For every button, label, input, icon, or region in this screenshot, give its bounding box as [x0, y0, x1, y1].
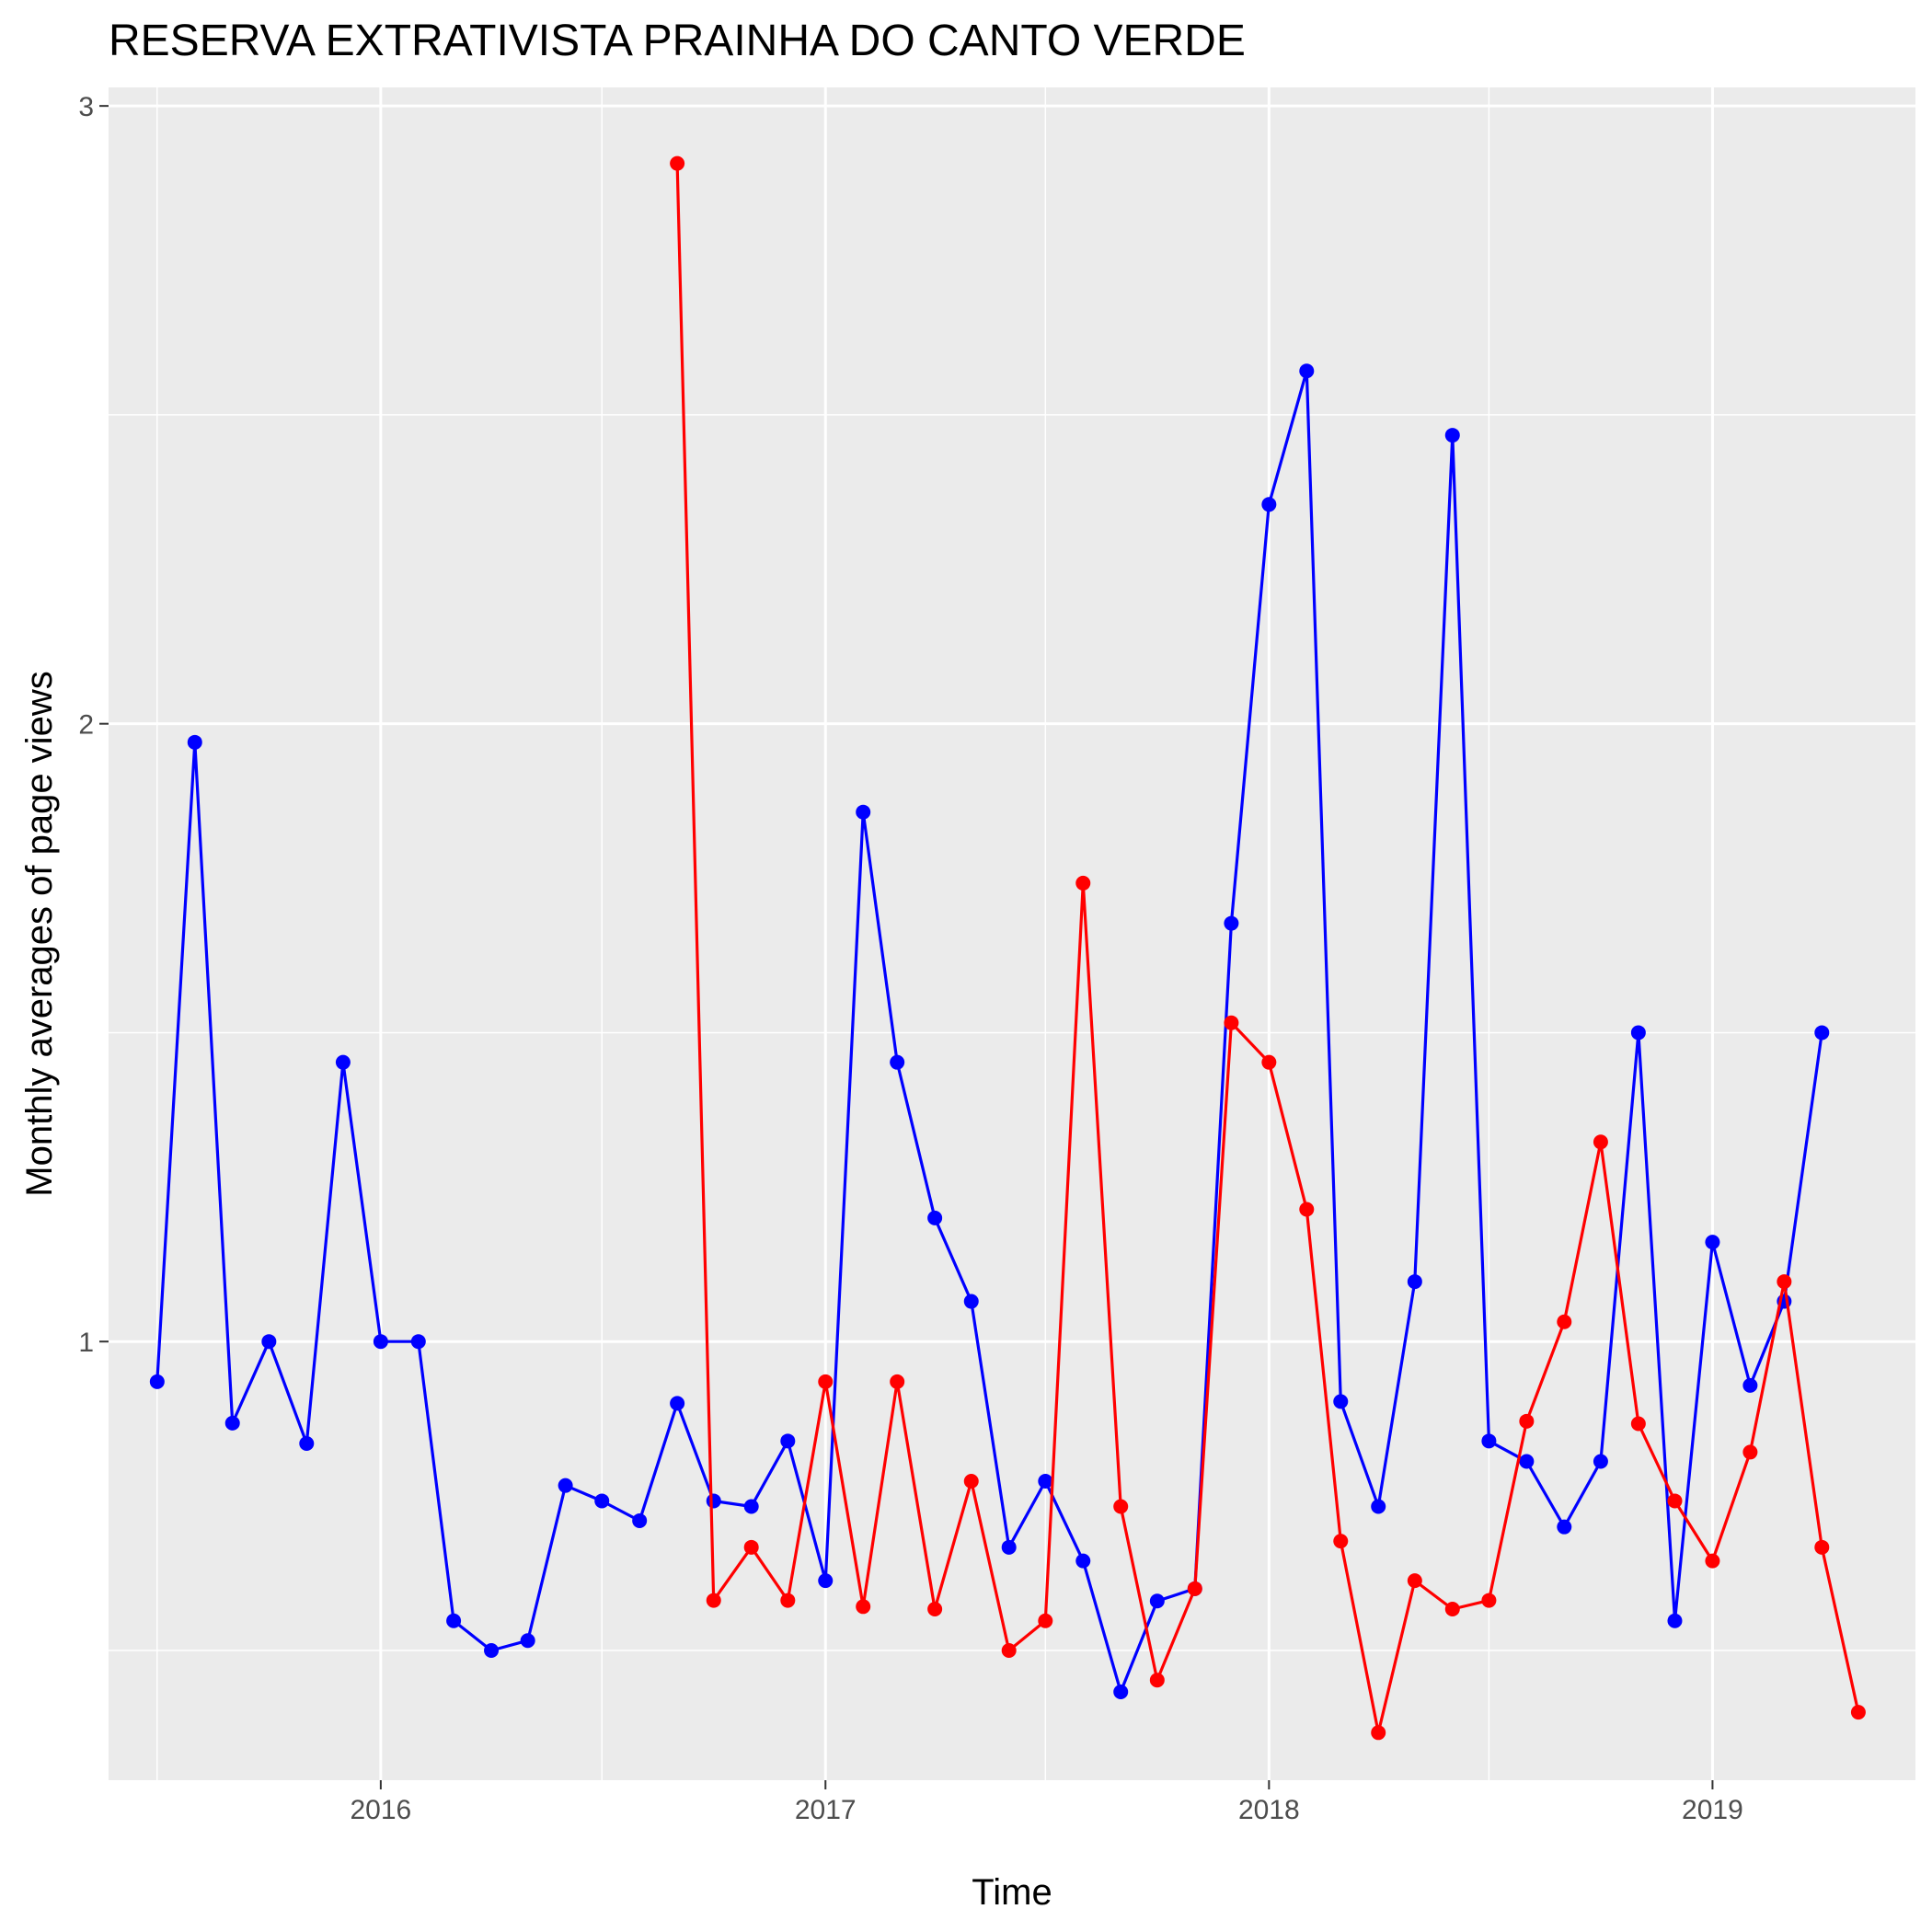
data-point	[1333, 1394, 1349, 1409]
data-point	[1519, 1454, 1535, 1469]
data-point	[1705, 1553, 1720, 1569]
plot-panel	[109, 87, 1915, 1780]
data-point	[1224, 1015, 1239, 1030]
x-tick-label: 2017	[795, 1795, 857, 1825]
data-point	[1038, 1473, 1053, 1489]
data-point	[1777, 1274, 1792, 1290]
data-point	[1261, 1054, 1277, 1070]
data-point	[706, 1593, 721, 1608]
x-tick-label: 2018	[1238, 1795, 1300, 1825]
x-axis-title: Time	[972, 1872, 1052, 1913]
data-point	[594, 1493, 610, 1509]
y-tick-label: 2	[78, 710, 94, 741]
data-point	[299, 1436, 315, 1452]
data-point	[1001, 1642, 1017, 1658]
data-point	[1742, 1377, 1758, 1393]
data-point	[1299, 363, 1315, 379]
data-point	[1261, 497, 1277, 512]
data-point	[890, 1374, 905, 1389]
data-point	[261, 1334, 277, 1350]
data-point	[1444, 1601, 1460, 1616]
data-point	[856, 1599, 871, 1615]
data-point	[187, 734, 202, 750]
data-point	[1113, 1499, 1129, 1514]
data-point	[1667, 1613, 1683, 1628]
data-point	[1407, 1274, 1422, 1290]
series-line-1	[155, 369, 1823, 1694]
data-point	[743, 1499, 759, 1514]
data-point	[1814, 1025, 1830, 1041]
y-tick-label: 3	[78, 92, 94, 122]
data-point	[149, 1374, 165, 1389]
data-point	[780, 1433, 796, 1449]
data-point	[818, 1573, 834, 1589]
data-point	[558, 1478, 573, 1493]
data-point	[1075, 1553, 1091, 1569]
data-point	[1630, 1025, 1646, 1041]
data-point	[818, 1374, 834, 1389]
data-point	[670, 1396, 685, 1411]
data-point	[484, 1642, 500, 1658]
data-point	[1519, 1413, 1535, 1429]
data-point	[743, 1539, 759, 1555]
tick-labels: 1 2 3 2016 2017 2018 2019	[78, 92, 1742, 1825]
data-point	[963, 1473, 979, 1489]
data-point	[1850, 1705, 1866, 1720]
data-point	[1593, 1134, 1608, 1150]
data-point	[1038, 1613, 1053, 1628]
data-point	[446, 1613, 462, 1628]
data-point	[1001, 1539, 1017, 1555]
data-point	[706, 1493, 721, 1509]
data-point	[1814, 1539, 1830, 1555]
y-tick-label: 1	[78, 1328, 94, 1358]
data-point	[1444, 428, 1460, 443]
data-point	[1333, 1534, 1349, 1549]
data-point	[856, 804, 871, 820]
data-point	[1113, 1684, 1129, 1699]
data-point	[1407, 1573, 1422, 1589]
data-point	[1187, 1581, 1202, 1596]
x-tick-label: 2019	[1682, 1795, 1743, 1825]
data-point	[780, 1593, 796, 1608]
data-point	[410, 1334, 426, 1350]
data-point	[1557, 1519, 1572, 1535]
data-point	[1075, 875, 1091, 891]
data-point	[373, 1334, 388, 1350]
data-point	[1593, 1454, 1608, 1469]
data-point	[1149, 1673, 1165, 1688]
data-point	[1481, 1593, 1497, 1608]
data-point	[224, 1415, 240, 1431]
data-point	[1705, 1235, 1720, 1250]
data-point	[1630, 1416, 1646, 1432]
data-point	[632, 1512, 648, 1528]
data-point	[927, 1601, 943, 1616]
data-point	[1224, 915, 1239, 931]
data-point	[1667, 1493, 1683, 1509]
data-point	[670, 155, 685, 171]
data-point	[927, 1210, 943, 1225]
y-axis-title: Monthly averages of page views	[19, 671, 60, 1196]
data-point	[520, 1633, 535, 1649]
data-point	[890, 1054, 905, 1070]
data-point	[335, 1054, 351, 1070]
series-layer	[149, 155, 1866, 1741]
data-point	[1371, 1725, 1386, 1741]
data-point	[963, 1294, 979, 1309]
axis-ticks	[99, 105, 1714, 1789]
data-point	[1149, 1593, 1165, 1609]
data-point	[1742, 1444, 1758, 1460]
data-point	[1557, 1314, 1572, 1329]
grid-minor	[109, 87, 1915, 1780]
data-point	[1371, 1499, 1386, 1514]
x-tick-label: 2016	[350, 1795, 411, 1825]
data-point	[1481, 1433, 1497, 1449]
chart-title: RESERVA EXTRATIVISTA PRAINHA DO CANTO VE…	[109, 17, 1246, 65]
data-point	[1299, 1202, 1315, 1217]
